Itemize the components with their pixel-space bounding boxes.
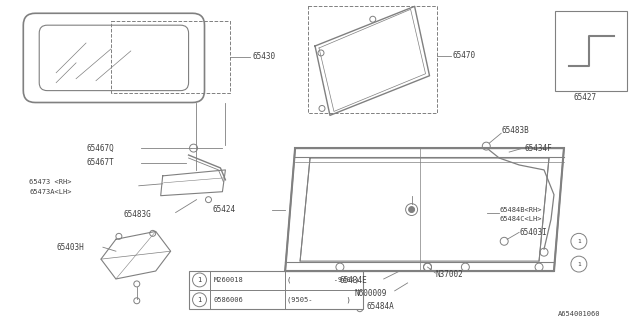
Text: 1: 1 <box>197 297 202 303</box>
Text: 0586006: 0586006 <box>214 297 243 303</box>
Bar <box>111 21 230 92</box>
Text: 65403I: 65403I <box>519 228 547 237</box>
Text: 65434F: 65434F <box>524 144 552 153</box>
Text: 65467T: 65467T <box>86 158 114 167</box>
Text: 1: 1 <box>577 239 580 244</box>
Text: 65473 <RH>: 65473 <RH> <box>29 179 72 185</box>
Text: (          -9404): ( -9404) <box>287 277 360 283</box>
Text: 1: 1 <box>577 261 580 267</box>
Text: 65434E: 65434E <box>340 276 367 285</box>
Bar <box>308 6 438 113</box>
Bar <box>189 271 363 309</box>
Text: 65484A: 65484A <box>367 302 394 311</box>
Text: 65403H: 65403H <box>56 243 84 252</box>
Text: N600009: N600009 <box>355 289 387 298</box>
Text: 65484B<RH>: 65484B<RH> <box>499 207 541 212</box>
Text: 65473A<LH>: 65473A<LH> <box>29 189 72 195</box>
Circle shape <box>408 207 415 212</box>
Text: 1: 1 <box>197 277 202 283</box>
Text: A654001060: A654001060 <box>557 311 600 317</box>
Text: 65430: 65430 <box>252 52 275 61</box>
Text: (9505-        ): (9505- ) <box>287 297 351 303</box>
Text: 65470: 65470 <box>452 52 476 60</box>
Text: 65427: 65427 <box>574 93 597 102</box>
Text: 65467Q: 65467Q <box>86 144 114 153</box>
Text: 65424: 65424 <box>212 205 236 214</box>
Text: 65483G: 65483G <box>124 210 152 219</box>
Text: 65484C<LH>: 65484C<LH> <box>499 216 541 222</box>
Text: N37002: N37002 <box>435 270 463 279</box>
Text: M260018: M260018 <box>214 277 243 283</box>
Bar <box>555 11 627 91</box>
Text: 65483B: 65483B <box>501 126 529 135</box>
